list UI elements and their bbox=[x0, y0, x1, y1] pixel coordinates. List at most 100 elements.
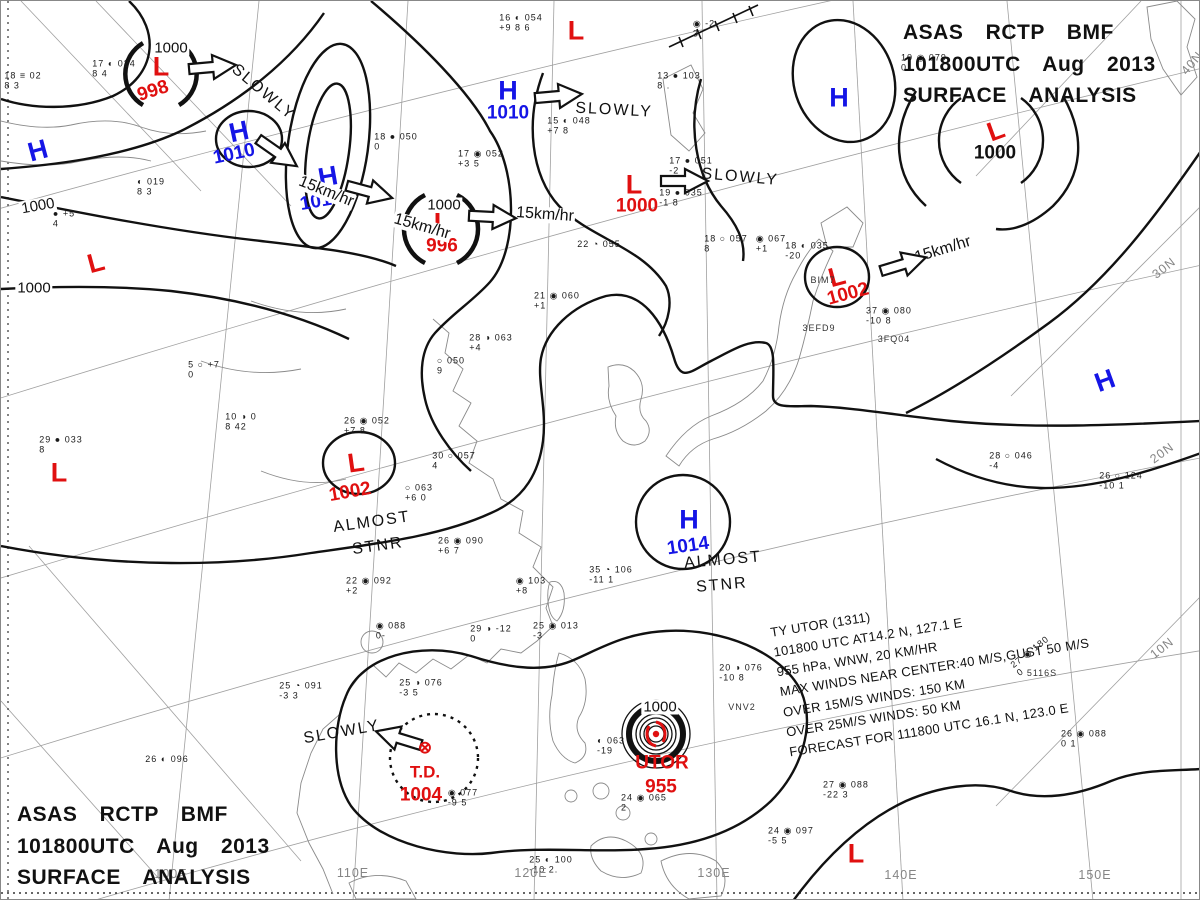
block-arrow-icon bbox=[253, 133, 299, 168]
movement-arrow bbox=[658, 166, 712, 196]
high-pressure-symbol: H bbox=[498, 75, 518, 106]
longitude-label: 110E bbox=[336, 866, 370, 880]
station-plot: 26 ◐ 096 bbox=[145, 753, 189, 764]
pressure-value: 1000 bbox=[615, 195, 659, 217]
station-plot: ◐ 063 -19 bbox=[597, 735, 625, 756]
block-arrow-icon bbox=[533, 82, 585, 110]
station-plot: 20 ◑ 076 -10 8 bbox=[719, 662, 763, 683]
typhoon-isobar-label: 1000 bbox=[641, 698, 679, 716]
station-plot: 5 ○ +7 0 bbox=[188, 359, 220, 380]
title-line-1: ASAS RCTP BMF bbox=[903, 21, 1114, 44]
station-plot: ● +5 4 bbox=[52, 208, 76, 229]
station-id: 3EFD9 bbox=[802, 323, 836, 333]
station-plot: 18 ○ 057 8 bbox=[704, 233, 748, 254]
td-symbol: ⊗ bbox=[417, 738, 433, 757]
station-plot: 30 ○ 057 4 bbox=[432, 450, 476, 471]
block-arrow-icon bbox=[373, 725, 424, 752]
typhoon-pressure: 955 bbox=[645, 776, 677, 798]
low-pressure-symbol: L bbox=[152, 51, 170, 82]
longitude-label: 120E bbox=[514, 866, 548, 880]
station-plot: ○ 063 +6 0 bbox=[405, 482, 433, 503]
typhoon-name: UTOR bbox=[635, 752, 689, 774]
station-plot: 29 ◑ -12 0 bbox=[470, 623, 512, 644]
station-id: BIM7 bbox=[810, 275, 836, 285]
station-plot: 25 ◉ 013 -3 bbox=[533, 620, 579, 641]
isobar-value-label: 1000 bbox=[152, 39, 190, 57]
station-plot: ◉ 088 0- bbox=[375, 620, 407, 641]
front-line bbox=[668, 4, 759, 48]
station-plot: 18 ◐ 035 -20 bbox=[785, 240, 829, 261]
high-pressure-symbol: H bbox=[679, 504, 699, 535]
station-plot: 17 ◐ 024 8 4 bbox=[92, 58, 136, 79]
pressure-value: 996 bbox=[426, 235, 458, 257]
station-plot: 25 ◐ 100 -10 2. bbox=[529, 854, 573, 875]
station-plot: 17 ● 051 -2 bbox=[669, 155, 713, 176]
station-plot: 10 ◉ 079 0 bbox=[901, 52, 947, 73]
station-plot: 16 ◐ 054 +9 8 6 bbox=[499, 12, 543, 33]
station-plot: 26 ◉ 090 +6 7 bbox=[438, 535, 484, 556]
station-plot: 24 ◉ 065 2 bbox=[621, 792, 667, 813]
station-plot: ◐ 019 8 3 bbox=[137, 176, 165, 197]
station-id: 5116S bbox=[1026, 668, 1058, 678]
longitude-label: 130E bbox=[697, 866, 731, 880]
station-plot: 37 ◉ 080 -10 8 bbox=[866, 305, 912, 326]
station-plot: 26 ◉ 088 0 1 bbox=[1061, 728, 1107, 749]
station-plot: ◉ -2 3 bbox=[692, 18, 716, 39]
station-plot: 26 ◉ 052 +7 8 bbox=[344, 415, 390, 436]
station-plot: 22 ◉ 092 +2 bbox=[346, 575, 392, 596]
high-pressure-symbol: H bbox=[829, 82, 849, 113]
station-plot: 25 ◔ 091 -3 3 bbox=[279, 680, 323, 701]
low-pressure-symbol: L bbox=[625, 169, 643, 200]
td-label: T.D. bbox=[409, 762, 441, 782]
station-plot: 27 ◉ 088 -22 3 bbox=[823, 779, 869, 800]
movement-arrow bbox=[185, 50, 241, 85]
station-plot: 35 ◔ 106 -11 1 bbox=[589, 564, 633, 585]
station-plot: ◉ 103 +8 bbox=[515, 575, 547, 596]
station-plot: 28 ◑ 063 +4 bbox=[469, 332, 513, 353]
low-pressure-symbol: L bbox=[50, 457, 68, 488]
station-plot: 28 ○ 046 -4 bbox=[989, 450, 1033, 471]
station-plot: 25 ◑ 076 -3 5 bbox=[399, 677, 443, 698]
block-arrow-icon bbox=[467, 203, 519, 231]
station-plot: 22 ◔ 055 bbox=[577, 238, 621, 249]
station-plot: 15 ◐ 048 +7 8 bbox=[547, 115, 591, 136]
movement-arrow bbox=[247, 125, 308, 181]
movement-arrow bbox=[368, 716, 428, 760]
station-plot: 26 ○ 124 -10 1 bbox=[1099, 470, 1143, 491]
title-line-3: SURFACE ANALYSIS bbox=[903, 84, 1137, 107]
pressure-value: 1010 bbox=[486, 102, 530, 124]
station-plot: 13 ● 103 8 . bbox=[657, 70, 701, 91]
movement-arrow bbox=[465, 201, 520, 234]
chart-title-bottom-left: ASAS RCTP BMF 101800UTC Aug 2013 SURFACE… bbox=[17, 799, 270, 894]
td-pressure: 1004 bbox=[399, 784, 443, 806]
low-pressure-symbol: L bbox=[567, 15, 585, 46]
title-line-2: 101800UTC Aug 2013 bbox=[903, 52, 1156, 76]
isobar-value-label: 1000 bbox=[15, 279, 53, 297]
station-plot: ◉ 067 +1 bbox=[755, 233, 787, 254]
pressure-value: 1000 bbox=[973, 142, 1017, 164]
station-plot: 21 ◉ 060 +1 bbox=[534, 290, 580, 311]
title-line-1: ASAS RCTP BMF bbox=[17, 803, 228, 826]
block-arrow-icon bbox=[344, 178, 395, 206]
block-arrow-icon bbox=[878, 251, 929, 278]
station-plot: 29 ● 033 8 bbox=[39, 434, 83, 455]
isobar-value-label: 1000 bbox=[425, 196, 463, 214]
block-arrow-icon bbox=[187, 53, 239, 81]
tropical-depression-circle bbox=[388, 712, 480, 804]
low-pressure-symbol: L bbox=[847, 838, 865, 869]
low-pressure-symbol: L bbox=[345, 446, 367, 479]
station-plot: ○ 050 9 bbox=[437, 355, 465, 376]
station-id: VNV2 bbox=[728, 702, 756, 712]
longitude-label: 100E bbox=[154, 867, 188, 881]
longitude-label: 150E bbox=[1078, 868, 1112, 882]
station-plot: 18 ● 050 0 bbox=[374, 131, 418, 152]
station-plot: 24 ◉ 097 -5 5 bbox=[768, 825, 814, 846]
title-line-2: 101800UTC Aug 2013 bbox=[17, 834, 270, 858]
station-plot: ◉ 077 -9 5 bbox=[447, 787, 479, 808]
